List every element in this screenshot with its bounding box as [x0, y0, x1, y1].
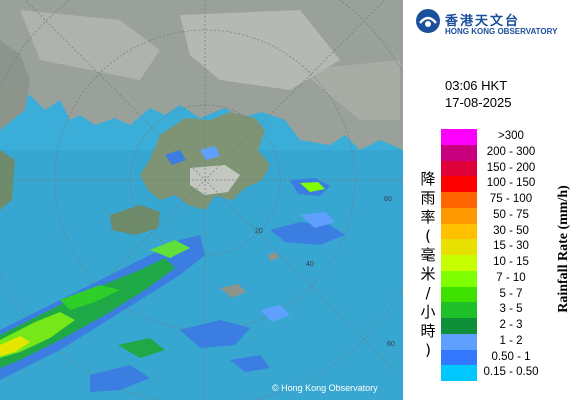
legend-title-chinese-char: 雨	[420, 189, 436, 207]
legend-label: 1 - 2	[499, 334, 523, 347]
legend-label: 15 - 30	[493, 240, 529, 253]
legend-title-chinese-char: 小	[420, 303, 436, 321]
rain-echo	[165, 150, 186, 165]
rain-echo	[60, 285, 120, 310]
rain-echo	[300, 212, 335, 228]
mainland-texture	[20, 10, 160, 80]
legend-swatch	[441, 176, 477, 192]
legend-swatch	[441, 239, 477, 255]
legend-swatch	[441, 349, 477, 366]
legend-title-chinese-char: /	[425, 284, 431, 302]
legend-title-english: Rainfall Rate (mm/h)	[556, 185, 571, 313]
legend-swatch	[441, 318, 477, 334]
legend-swatch	[441, 192, 477, 208]
rain-echo	[270, 222, 345, 245]
info-panel: 香港天文台 HONG KONG OBSERVATORY 03:06 HKT 17…	[403, 0, 577, 400]
legend-label: 3 - 5	[499, 303, 523, 316]
legend-label: 10 - 15	[493, 256, 529, 268]
rain-echo	[150, 240, 190, 258]
legend-swatch	[441, 223, 477, 240]
legend-swatch	[441, 286, 477, 303]
range-ring-label: 40	[306, 261, 314, 268]
range-ring-label: 20	[255, 228, 263, 235]
rain-echo	[230, 355, 270, 372]
legend-swatch	[441, 255, 477, 271]
observatory-emblem-icon	[416, 9, 440, 33]
rain-echo	[300, 182, 325, 192]
observation-date: 17-08-2025	[445, 95, 512, 110]
legend-title-chinese-char: 率	[420, 208, 436, 226]
hong-kong-urban	[190, 165, 240, 195]
island-small	[268, 252, 279, 261]
legend-swatch	[441, 333, 477, 350]
rain-echo	[90, 365, 150, 392]
logo-english-name: HONG KONG OBSERVATORY	[445, 27, 558, 36]
legend-label: 30 - 50	[493, 224, 529, 237]
west-land	[0, 40, 30, 130]
legend-label: 75 - 100	[489, 193, 533, 205]
rain-echo	[200, 146, 220, 160]
legend-swatch	[441, 160, 477, 177]
mainland-texture	[300, 60, 400, 120]
observatory-logo: 香港天文台 HONG KONG OBSERVATORY	[415, 6, 575, 40]
legend-title-chinese-char: 毫	[420, 246, 436, 264]
radar-map: 20 40 60 60 © Hong Kong Observatory	[0, 0, 403, 400]
legend-color-bar	[441, 129, 477, 381]
rain-echo	[260, 305, 290, 322]
legend-title-chinese-char: (	[425, 227, 431, 245]
legend-label: 0.15 - 0.50	[483, 366, 539, 379]
legend-label: 50 - 75	[493, 208, 529, 221]
legend-label: 150 - 200	[486, 161, 536, 174]
legend-label: 100 - 150	[486, 177, 536, 190]
rain-echo	[118, 338, 165, 358]
legend-swatch	[441, 365, 477, 381]
legend-label: 200 - 300	[486, 145, 536, 158]
legend-swatch	[441, 270, 477, 287]
legend-title-chinese-char: 降	[420, 170, 436, 188]
legend-swatch	[441, 144, 477, 161]
legend-label: >300	[498, 130, 524, 142]
legend-title-english-text: Rainfall Rate (mm/h)	[556, 185, 571, 313]
radar-map-canvas: 20 40 60 60	[0, 0, 403, 400]
rain-echo	[0, 336, 30, 356]
lantau-island	[110, 205, 160, 235]
legend-title-chinese: 降雨率(毫米 / 小時)	[419, 170, 437, 360]
legend-label: 0.50 - 1	[491, 350, 531, 363]
range-ring-label: 60	[387, 341, 395, 348]
legend-label: 2 - 3	[499, 319, 523, 331]
logo-chinese-name: 香港天文台	[445, 14, 521, 29]
rain-echoes	[0, 146, 345, 392]
legend-title-chinese-char: 時	[420, 322, 436, 340]
legend-title-chinese-char: 米	[420, 265, 436, 283]
west-land-green	[0, 150, 15, 210]
legend-title-chinese-char: )	[425, 341, 431, 359]
legend-label: 5 - 7	[499, 287, 523, 300]
range-ring-label: 60	[384, 196, 392, 203]
legend-swatch	[441, 207, 477, 224]
observation-time: 03:06 HKT	[445, 78, 508, 93]
legend-labels: >300 200 - 300 150 - 200 100 - 150 75 - 100 5…	[481, 129, 541, 381]
rain-echo	[180, 320, 250, 348]
copyright-text: © Hong Kong Observatory	[272, 383, 378, 393]
island-small	[220, 284, 246, 298]
legend-label: 7 - 10	[496, 271, 526, 284]
legend-swatch	[441, 302, 477, 318]
legend-swatch	[441, 129, 477, 145]
